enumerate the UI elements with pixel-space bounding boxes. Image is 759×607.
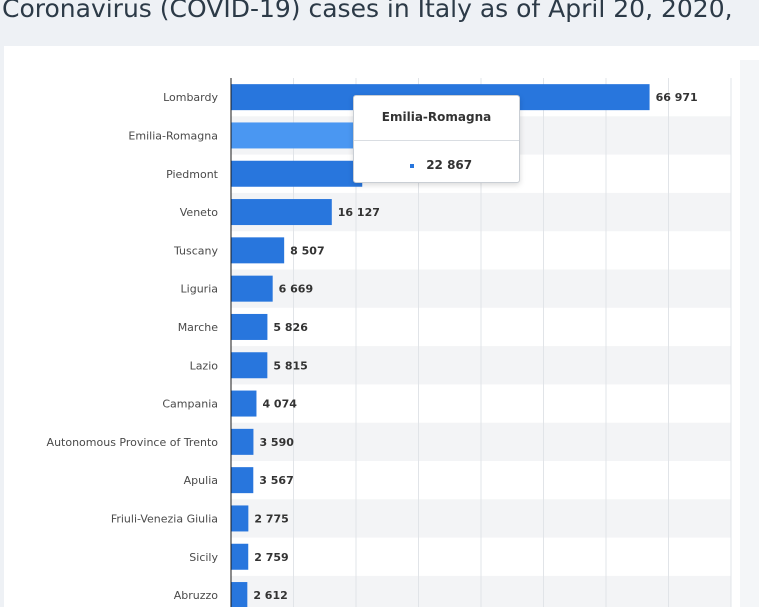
bar xyxy=(231,505,249,532)
category-label: Liguria xyxy=(181,283,218,296)
category-label: Lazio xyxy=(190,359,219,372)
category-label: Emilia-Romagna xyxy=(128,129,218,142)
tooltip-value: 22 867 xyxy=(426,158,473,172)
tooltip-value-row: 22 867 xyxy=(410,158,472,172)
value-label: 66 971 xyxy=(656,91,698,104)
bar xyxy=(231,467,254,494)
category-label: Apulia xyxy=(184,474,218,487)
value-label: 5 826 xyxy=(273,321,308,334)
value-label: 16 127 xyxy=(338,206,380,219)
page-title: Coronavirus (COVID-19) cases in Italy as… xyxy=(2,0,733,23)
bar xyxy=(231,390,257,417)
value-label: 3 567 xyxy=(259,474,293,487)
bar xyxy=(231,199,332,226)
category-label: Sicily xyxy=(189,551,218,564)
category-label: Veneto xyxy=(180,206,218,219)
value-label: 6 669 xyxy=(279,283,313,296)
value-label: 2 612 xyxy=(253,589,287,602)
category-label: Campania xyxy=(162,398,218,411)
tooltip-title: Emilia-Romagna xyxy=(381,110,492,124)
category-label: Tuscany xyxy=(173,244,219,257)
bar xyxy=(231,428,254,455)
bar xyxy=(231,352,268,379)
bar xyxy=(231,160,363,187)
bar xyxy=(231,543,249,570)
bar xyxy=(231,313,268,340)
value-label: 5 815 xyxy=(273,359,307,372)
category-label: Marche xyxy=(178,321,219,334)
value-label: 2 775 xyxy=(254,512,288,525)
category-label: Piedmont xyxy=(166,168,219,181)
bar xyxy=(231,275,273,302)
value-label: 3 590 xyxy=(259,436,294,449)
category-label: Abruzzo xyxy=(174,589,219,602)
chart-tooltip: Emilia-Romagna 22 867 xyxy=(353,95,520,183)
category-label: Lombardy xyxy=(163,91,218,104)
value-label: 8 507 xyxy=(290,244,324,257)
category-label: Friuli-Venezia Giulia xyxy=(111,512,218,525)
value-label: 4 074 xyxy=(262,398,297,411)
tooltip-series-marker xyxy=(410,163,414,168)
value-label: 2 759 xyxy=(254,551,288,564)
bar xyxy=(231,237,285,264)
bar xyxy=(231,582,248,607)
sidebar-strip xyxy=(740,60,759,607)
category-label: Autonomous Province of Trento xyxy=(47,436,219,449)
tooltip-divider xyxy=(354,140,519,141)
bar xyxy=(231,122,374,149)
